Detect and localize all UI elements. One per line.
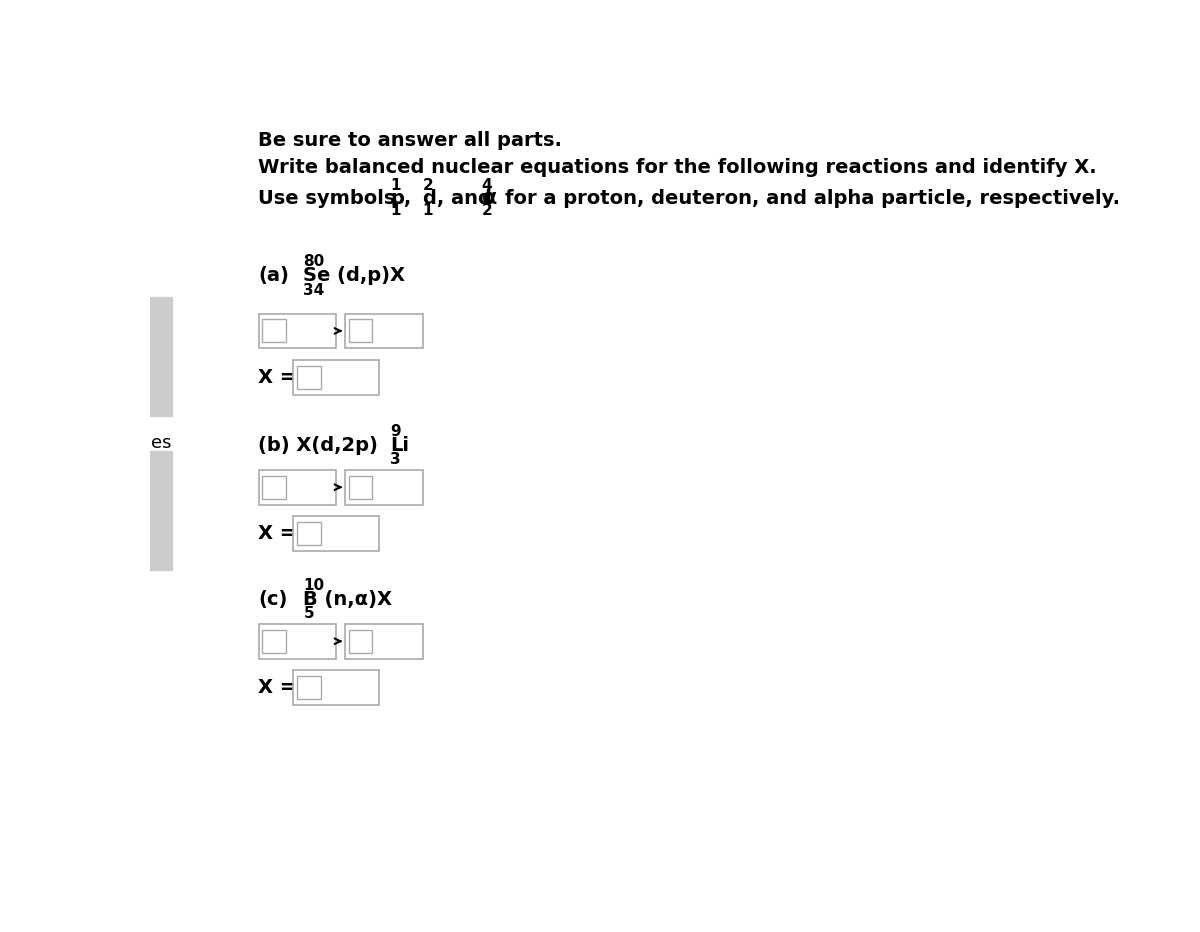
Bar — [263, 630, 286, 652]
Bar — [349, 475, 372, 499]
Text: X =: X = — [258, 525, 296, 543]
Text: (a): (a) — [258, 267, 289, 285]
Bar — [346, 470, 422, 504]
Text: 80: 80 — [304, 254, 325, 269]
Text: 1: 1 — [422, 203, 433, 218]
Bar — [349, 320, 372, 342]
Bar — [346, 313, 422, 349]
Bar — [298, 522, 320, 545]
Bar — [293, 360, 379, 395]
Text: Use symbols: Use symbols — [258, 188, 396, 208]
Text: 34: 34 — [304, 283, 325, 298]
Text: X =: X = — [258, 368, 296, 387]
Text: 10: 10 — [304, 578, 324, 593]
Bar — [298, 366, 320, 389]
Text: X =: X = — [258, 678, 296, 697]
Text: for a proton, deuteron, and alpha particle, respectively.: for a proton, deuteron, and alpha partic… — [505, 188, 1120, 208]
Text: d, and: d, and — [422, 188, 492, 208]
Text: 3: 3 — [390, 452, 401, 467]
Text: α: α — [481, 188, 497, 208]
Bar — [258, 313, 336, 349]
Bar — [346, 624, 422, 659]
Bar — [150, 296, 172, 416]
Text: 2: 2 — [481, 203, 492, 218]
Text: p,: p, — [390, 188, 412, 208]
Text: 9: 9 — [390, 424, 401, 439]
Bar — [293, 670, 379, 706]
Text: 2: 2 — [422, 178, 433, 193]
Text: Se (d,p)X: Se (d,p)X — [304, 267, 406, 285]
Text: (c): (c) — [258, 590, 288, 609]
Bar — [293, 516, 379, 551]
Bar — [258, 470, 336, 504]
Text: es: es — [151, 434, 172, 452]
Bar — [263, 475, 286, 499]
Text: 4: 4 — [481, 178, 492, 193]
Bar — [150, 451, 172, 570]
Text: Be sure to answer all parts.: Be sure to answer all parts. — [258, 131, 563, 150]
Text: 1: 1 — [390, 203, 401, 218]
Text: Li: Li — [390, 436, 409, 455]
Text: Write balanced nuclear equations for the following reactions and identify X.: Write balanced nuclear equations for the… — [258, 158, 1097, 177]
Text: 1: 1 — [390, 178, 401, 193]
Text: B (n,α)X: B (n,α)X — [304, 590, 392, 609]
Bar — [258, 624, 336, 659]
Text: (b) X(d,2p): (b) X(d,2p) — [258, 436, 378, 455]
Bar — [298, 677, 320, 699]
Bar — [349, 630, 372, 652]
Text: 5: 5 — [304, 607, 314, 622]
Bar — [263, 320, 286, 342]
